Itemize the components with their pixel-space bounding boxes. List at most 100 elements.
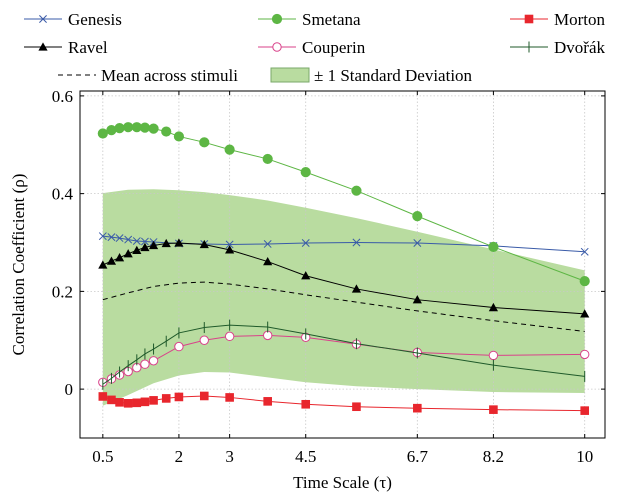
marker-x [107,233,116,242]
std-band-layer [102,189,585,406]
y-axis-label: Correlation Coefficient (ρ) [9,174,28,356]
marker-x-stroke [124,235,133,244]
marker-x [115,234,124,243]
series-dvo-k [102,319,586,390]
marker-x [124,235,133,244]
legend-item: Genesis [24,10,122,29]
y-tick-label: 0.2 [52,282,73,301]
marker-x-stroke [98,232,107,241]
marker-triangle [199,239,209,249]
marker-triangle [580,309,590,318]
marker-x [98,232,107,241]
legend-label: ± 1 Standard Deviation [314,66,473,85]
marker-triangle [123,249,133,258]
marker-square [580,406,590,415]
marker-x-stroke [39,15,47,23]
legend-label: Genesis [68,10,122,29]
legend-label: Couperin [302,38,366,57]
marker-x [132,237,141,245]
marker-x-stroke [225,240,234,249]
y-tick-label: 0.4 [52,185,74,204]
marker-square [524,14,534,24]
legend-item: Couperin [258,38,366,57]
marker-circle [114,123,125,134]
marker-circle [199,137,210,148]
marker-triangle [148,240,159,250]
marker-open-circle [224,331,235,342]
x-tick-label: 8.2 [483,447,504,466]
marker-circle [224,144,235,155]
legend-label: Morton [554,10,606,29]
marker-triangle [161,238,171,248]
x-tick-label: 2 [175,447,184,466]
marker-circle [262,153,273,165]
mean-line [102,281,585,332]
legend-item: Ravel [24,38,108,57]
marker-x [263,240,272,248]
legend-label: Ravel [68,38,108,57]
x-axis-label: Time Scale (τ) [293,473,392,492]
marker-x-stroke [263,240,272,248]
grid-layer [80,91,605,438]
legend-item: Dvořák [510,38,605,57]
x-tick-label: 3 [225,447,234,466]
marker-x-stroke [580,247,589,256]
marker-x-stroke [115,234,124,243]
marker-square [161,394,171,403]
y-tick-label: 0.6 [52,87,73,106]
marker-x [580,247,589,256]
series-layer [97,122,590,415]
marker-circle [139,122,151,133]
marker-open-circle [488,350,499,361]
marker-circle [300,167,311,178]
marker-open-circle [199,335,209,345]
marker-x-stroke [301,239,310,247]
marker-square [352,402,361,412]
marker-square [413,403,422,413]
marker-triangle [301,271,311,280]
marker-square [107,395,116,405]
legend-label: Smetana [302,10,361,29]
marker-x-stroke [413,239,422,247]
series-ravel [98,238,590,318]
marker-circle [579,276,590,287]
marker-triangle [38,42,48,51]
marker-square [174,392,184,402]
marker-triangle [351,284,362,293]
legend-item: Smetana [258,10,361,29]
marker-x-stroke [132,237,141,245]
marker-x-stroke [352,238,361,247]
marker-x [413,239,422,247]
marker-open-circle [140,359,150,369]
marker-circle [488,241,499,253]
marker-triangle [263,256,273,266]
axes-layer: 0.5 2 3 4.5 6.7 8.2 10 0 0.2 0.4 0.6 [52,87,606,466]
plot-area: 0.5 2 3 4.5 6.7 8.2 10 0 0.2 0.4 0.6 [52,87,606,466]
marker-circle [123,122,134,133]
legend-item: ± 1 Standard Deviation [270,66,473,85]
marker-circle [351,185,362,196]
marker-triangle [106,256,117,265]
marker-square [98,392,108,401]
marker-triangle [132,245,142,255]
series-smetana [97,122,590,287]
marker-x-stroke [140,237,149,246]
marker-x [140,237,149,246]
marker-x-stroke [107,233,116,242]
marker-circle [271,13,283,25]
marker-square [115,398,124,407]
marker-triangle [412,295,422,304]
marker-square [263,397,272,406]
marker-open-circle [580,349,590,360]
marker-circle [97,128,108,139]
marker-square [149,396,158,405]
marker-x [301,239,310,247]
marker-triangle [98,260,108,269]
legend-label: Mean across stimuli [101,66,238,85]
legend-item: Mean across stimuli [58,66,238,85]
marker-square [301,399,311,409]
legend-item: Morton [510,10,606,29]
marker-triangle [225,245,235,254]
x-tick-label: 10 [576,447,593,466]
marker-square [140,397,150,407]
